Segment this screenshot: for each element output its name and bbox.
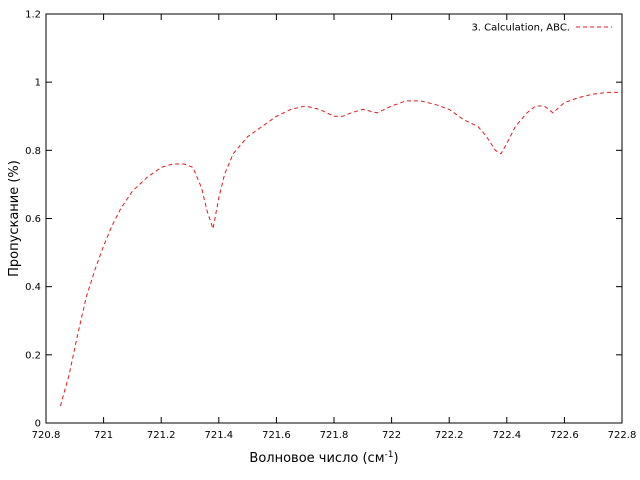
y-tick-label: 0 <box>35 419 41 430</box>
plot-area-frame <box>45 13 623 424</box>
x-tick-label: 722.2 <box>435 430 464 441</box>
legend-entry-label: 3. Calculation, ABC. <box>471 23 570 34</box>
y-tick-label: 1.2 <box>25 10 41 21</box>
x-axis-title-main: Волновое число (см <box>249 451 384 466</box>
x-tick-label: 721.6 <box>262 430 291 441</box>
x-tick-label: 722 <box>382 430 401 441</box>
legend: 3. Calculation, ABC. <box>471 23 612 34</box>
x-axis-title: Волновое число (см-1) <box>249 450 398 466</box>
x-tick-label: 722.8 <box>608 430 637 441</box>
y-tick-label: 1 <box>35 78 41 89</box>
ticks-layer: 720.8 721 721.2 721.4 721.6 721.8 722 722.2 722.… <box>25 10 636 442</box>
x-tick-label: 721.4 <box>204 430 233 441</box>
x-tick-label: 720.8 <box>32 430 61 441</box>
x-tick-label: 721 <box>94 430 113 441</box>
x-tick-label: 722.6 <box>550 430 579 441</box>
y-tick-label: 0.8 <box>25 146 41 157</box>
x-axis-title-suffix: ) <box>393 451 398 466</box>
y-tick-label: 0.4 <box>25 282 41 293</box>
x-tick-label: 721.2 <box>147 430 176 441</box>
x-tick-label: 722.4 <box>492 430 521 441</box>
y-axis-title: Пропускание (%) <box>7 160 22 277</box>
y-tick-label: 0.6 <box>25 214 41 225</box>
y-tick-label: 0.2 <box>25 350 41 361</box>
x-tick-label: 721.8 <box>320 430 349 441</box>
x-axis-title-superscript: -1 <box>385 450 394 460</box>
